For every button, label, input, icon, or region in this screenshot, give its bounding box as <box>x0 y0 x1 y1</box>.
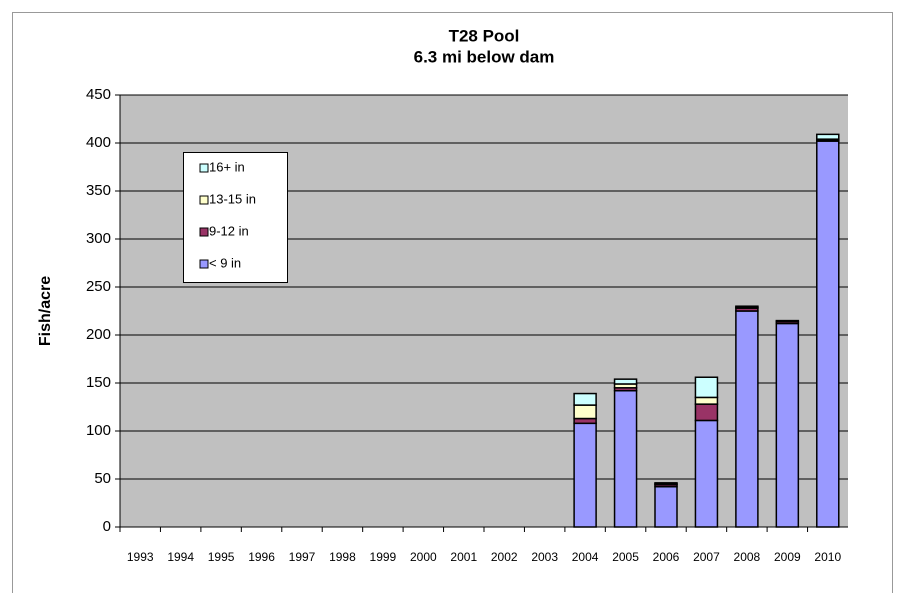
x-tick-label: 2002 <box>491 550 518 564</box>
y-tick-label: 300 <box>86 230 111 247</box>
x-tick-label: 2004 <box>572 550 599 564</box>
x-tick-label: 2003 <box>531 550 558 564</box>
y-tick-label: 250 <box>86 278 111 295</box>
bar-segment <box>694 403 719 422</box>
legend-swatch <box>199 163 209 173</box>
bar-segment <box>775 322 800 528</box>
y-tick-label: 150 <box>86 374 111 391</box>
chart-title: T28 Pool <box>449 26 520 45</box>
y-axis-label: Fish/acre <box>37 276 54 346</box>
y-tick-label: 350 <box>86 182 111 199</box>
bar-segment <box>735 305 759 308</box>
legend: < 9 in 9-12 in 13-15 in 16+ in <box>183 152 288 283</box>
bar-segment <box>613 389 638 528</box>
bar-segment <box>573 392 597 406</box>
x-tick-label: 1997 <box>289 550 316 564</box>
legend-swatch <box>199 259 209 269</box>
bar-segment <box>573 404 597 420</box>
bar-segment <box>694 419 719 528</box>
x-tick-label: 1999 <box>370 550 397 564</box>
bar-segment <box>694 376 719 399</box>
legend-swatch <box>199 195 209 205</box>
x-tick-label: 2009 <box>774 550 801 564</box>
x-tick-label: 1998 <box>329 550 356 564</box>
x-tick-label: 2007 <box>693 550 720 564</box>
legend-label: < 9 in <box>209 255 241 270</box>
bar-segment <box>654 482 678 485</box>
x-tick-label: 1995 <box>208 550 235 564</box>
bar-segment <box>694 396 719 405</box>
bar-segment <box>735 310 759 528</box>
x-tick-label: 1996 <box>248 550 275 564</box>
y-tick-label: 200 <box>86 326 111 343</box>
bar-segment <box>573 422 597 528</box>
bar-segment <box>775 319 800 323</box>
bar-segment <box>613 378 638 385</box>
legend-label: 9-12 in <box>209 223 249 238</box>
x-tick-label: 1993 <box>127 550 154 564</box>
x-tick-label: 2006 <box>653 550 680 564</box>
bar-segment <box>654 485 678 528</box>
x-tick-label: 2000 <box>410 550 437 564</box>
x-tick-label: 2010 <box>814 550 841 564</box>
legend-swatch <box>199 227 209 237</box>
y-tick-label: 450 <box>86 86 111 103</box>
y-tick-label: 0 <box>103 518 111 535</box>
x-tick-label: 1994 <box>167 550 194 564</box>
legend-label: 13-15 in <box>209 191 256 206</box>
bar-segment <box>816 140 840 528</box>
x-tick-label: 2001 <box>450 550 477 564</box>
y-tick-label: 50 <box>94 470 111 487</box>
legend-label: 16+ in <box>209 159 245 174</box>
y-tick-label: 100 <box>86 422 111 439</box>
x-tick-label: 2005 <box>612 550 639 564</box>
bar-segment <box>816 133 840 140</box>
y-tick-label: 400 <box>86 134 111 151</box>
chart-subtitle: 6.3 mi below dam <box>414 47 555 66</box>
x-tick-label: 2008 <box>734 550 761 564</box>
